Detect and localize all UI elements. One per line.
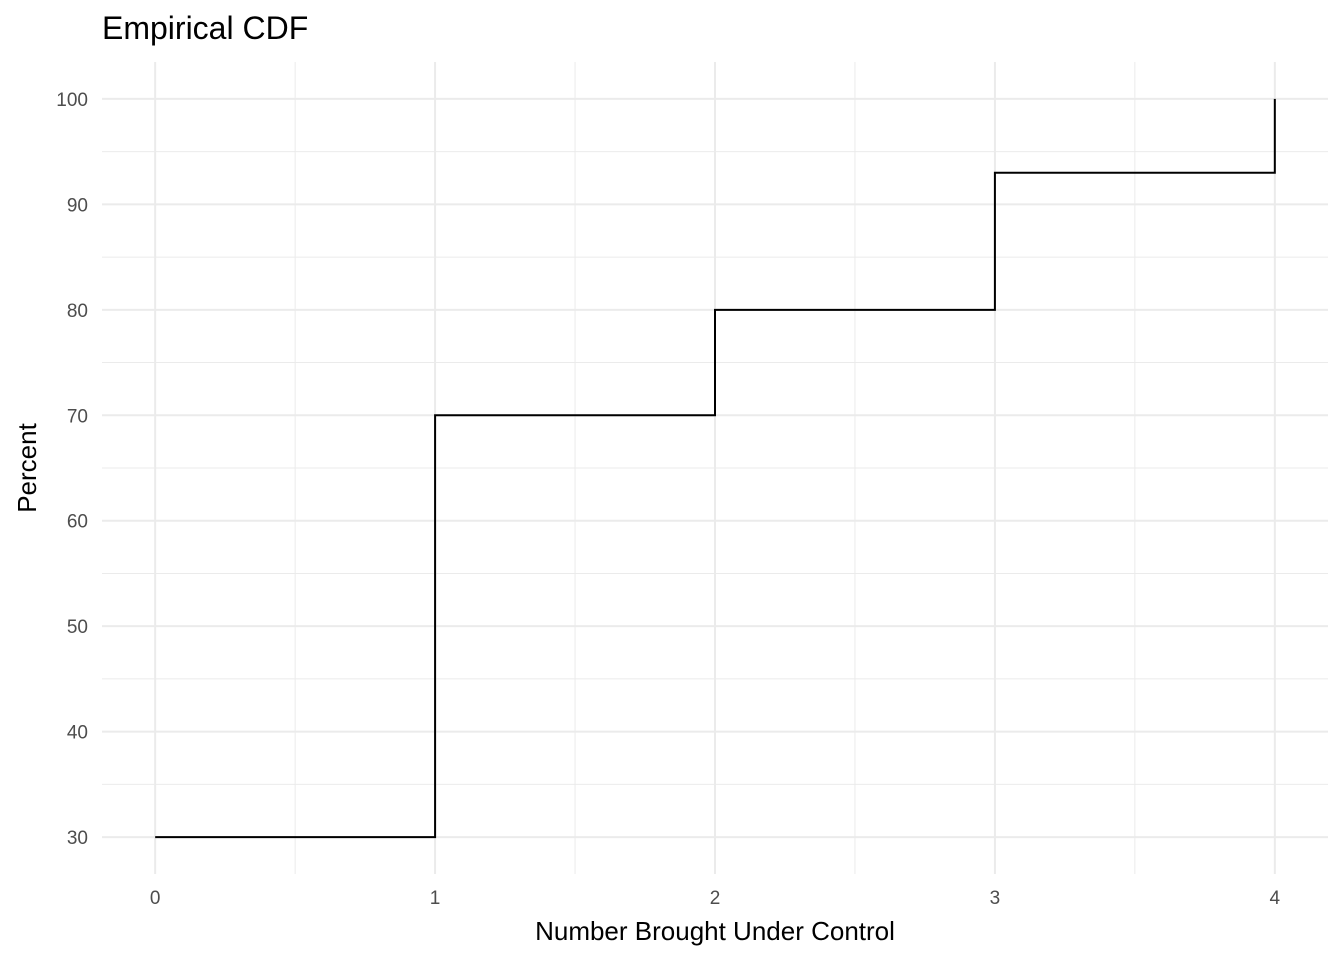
y-tick-labels: 30 40 50 60 70 80 90 100 <box>56 90 88 849</box>
y-tick-label: 80 <box>67 301 88 322</box>
chart-title: Empirical CDF <box>102 10 309 46</box>
x-tick-label: 3 <box>990 888 1001 909</box>
y-tick-label: 40 <box>67 723 88 744</box>
y-tick-label: 50 <box>67 617 88 638</box>
y-tick-label: 30 <box>67 828 88 849</box>
x-tick-label: 2 <box>710 888 721 909</box>
x-tick-label: 1 <box>430 888 441 909</box>
y-tick-label: 100 <box>56 90 88 111</box>
x-axis-title: Number Brought Under Control <box>535 916 895 946</box>
y-tick-label: 90 <box>67 195 88 216</box>
series-layer <box>155 98 1276 839</box>
y-axis-title: Percent <box>12 422 42 512</box>
x-tick-label: 4 <box>1270 888 1281 909</box>
x-tick-labels: 0 1 2 3 4 <box>150 888 1281 909</box>
x-tick-label: 0 <box>150 888 161 909</box>
y-tick-label: 60 <box>67 512 88 533</box>
ecdf-step-line <box>155 98 1276 839</box>
y-tick-label: 70 <box>67 406 88 427</box>
